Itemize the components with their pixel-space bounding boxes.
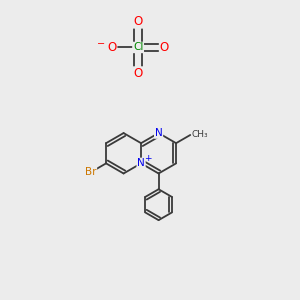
Text: O: O — [134, 67, 143, 80]
Text: O: O — [160, 41, 169, 54]
Text: Br: Br — [85, 167, 96, 177]
Text: N: N — [155, 128, 163, 138]
Text: O: O — [107, 41, 117, 54]
Text: CH₃: CH₃ — [192, 130, 208, 139]
Text: −: − — [97, 39, 105, 49]
Text: O: O — [134, 15, 143, 28]
Text: +: + — [144, 154, 152, 164]
Text: Cl: Cl — [133, 43, 143, 52]
Text: N: N — [137, 158, 145, 168]
